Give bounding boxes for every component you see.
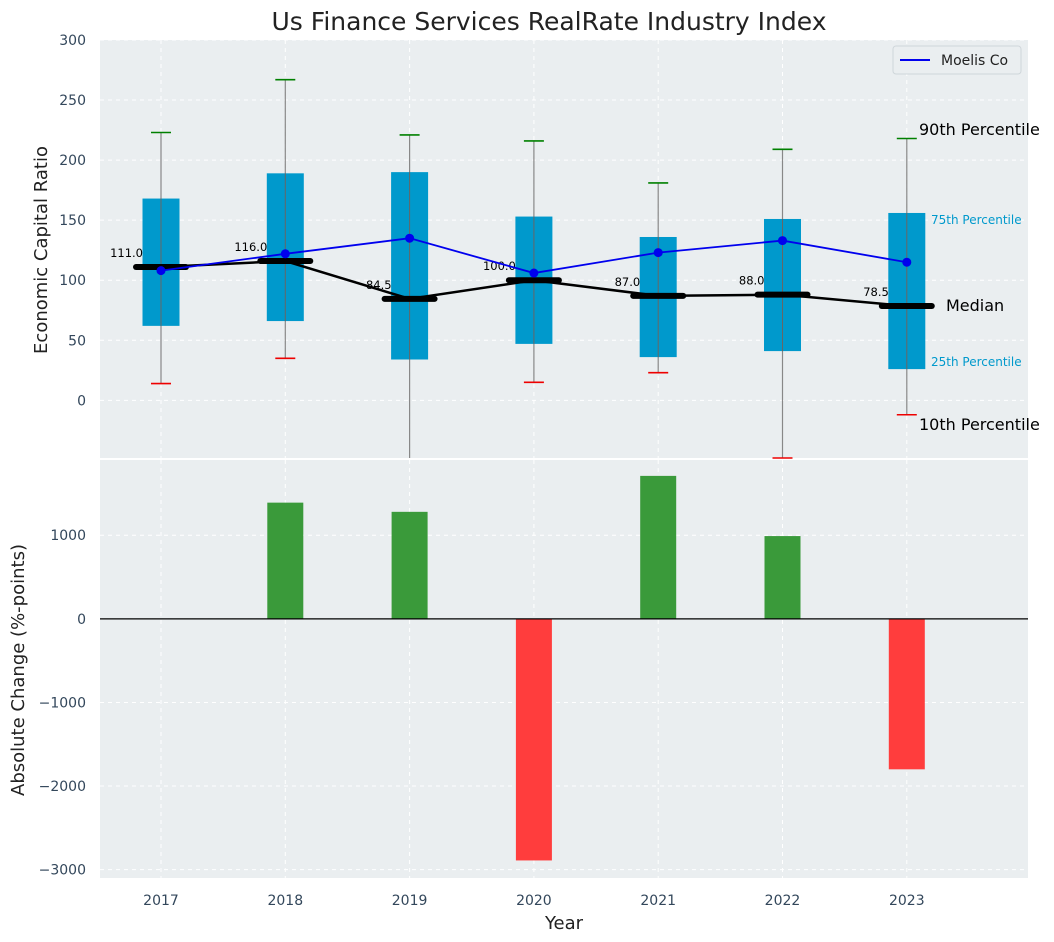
top-y-tick-label: 200 — [59, 153, 86, 169]
x-tick-label: 2022 — [765, 893, 801, 909]
chart-title: Us Finance Services RealRate Industry In… — [272, 7, 827, 36]
series-point-2020 — [529, 268, 539, 278]
x-tick-label: 2018 — [267, 893, 303, 909]
median-value-label: 88.0 — [739, 274, 765, 288]
annotation-25th-percentile: 25th Percentile — [931, 355, 1022, 369]
change-bar-2019 — [391, 511, 428, 619]
annotation-10th-percentile: 10th Percentile — [919, 415, 1040, 434]
bottom-y-tick-label: 1000 — [50, 528, 86, 544]
top-plot-area — [100, 40, 1028, 458]
change-bar-2018 — [267, 502, 304, 619]
x-tick-label: 2023 — [889, 893, 925, 909]
bottom-y-tick-label: 0 — [77, 612, 86, 628]
top-y-tick-label: 250 — [59, 93, 86, 109]
change-bar-2021 — [640, 475, 677, 619]
median-value-label: 78.5 — [863, 285, 889, 299]
top-y-tick-label: 100 — [59, 273, 86, 289]
bottom-y-tick-label: −2000 — [39, 779, 86, 795]
series-point-2022 — [778, 236, 787, 246]
x-tick-label: 2020 — [516, 893, 552, 909]
x-axis-title: Year — [544, 913, 584, 934]
median-value-label: 111.0 — [110, 246, 143, 260]
top-y-axis-title: Economic Capital Ratio — [31, 146, 52, 354]
annotation-90th-percentile: 90th Percentile — [919, 120, 1040, 139]
median-value-label: 84.5 — [366, 278, 392, 292]
x-tick-label: 2017 — [143, 893, 179, 909]
median-value-label: 100.0 — [483, 259, 516, 273]
top-marks: 111.0 116.0 84.5 100.0 87.0 88.0 78.5 — [110, 78, 935, 459]
change-bar-2022 — [764, 536, 801, 619]
series-point-2023 — [902, 257, 912, 267]
annotation-median: Median — [946, 296, 1004, 315]
legend-box — [892, 45, 1022, 75]
series-point-2018 — [280, 249, 290, 259]
legend-label-moelis-co: Moelis Co — [941, 53, 1008, 69]
bottom-marks — [100, 475, 1028, 861]
series-point-2021 — [653, 248, 663, 258]
change-bar-2023 — [888, 618, 925, 770]
bottom-y-tick-label: −1000 — [39, 695, 86, 711]
median-value-label: 87.0 — [615, 275, 641, 289]
x-tick-label: 2019 — [392, 893, 428, 909]
top-y-tick-label: 0 — [77, 393, 86, 409]
top-y-tick-label: 150 — [59, 213, 86, 229]
top-y-tick-label: 300 — [59, 33, 86, 49]
annotation-75th-percentile: 75th Percentile — [931, 213, 1022, 227]
legend: Moelis Co — [892, 45, 1022, 75]
bottom-y-tick-label: −3000 — [39, 863, 86, 879]
top-y-tick-label: 50 — [68, 333, 86, 349]
bottom-plot-area — [100, 460, 1028, 878]
change-bar-2020 — [515, 618, 552, 861]
series-point-2017 — [156, 266, 166, 276]
median-value-label: 116.0 — [234, 240, 267, 254]
bottom-y-axis-title: Absolute Change (%-points) — [8, 544, 29, 796]
series-point-2019 — [405, 233, 415, 243]
x-tick-label: 2021 — [640, 893, 676, 909]
